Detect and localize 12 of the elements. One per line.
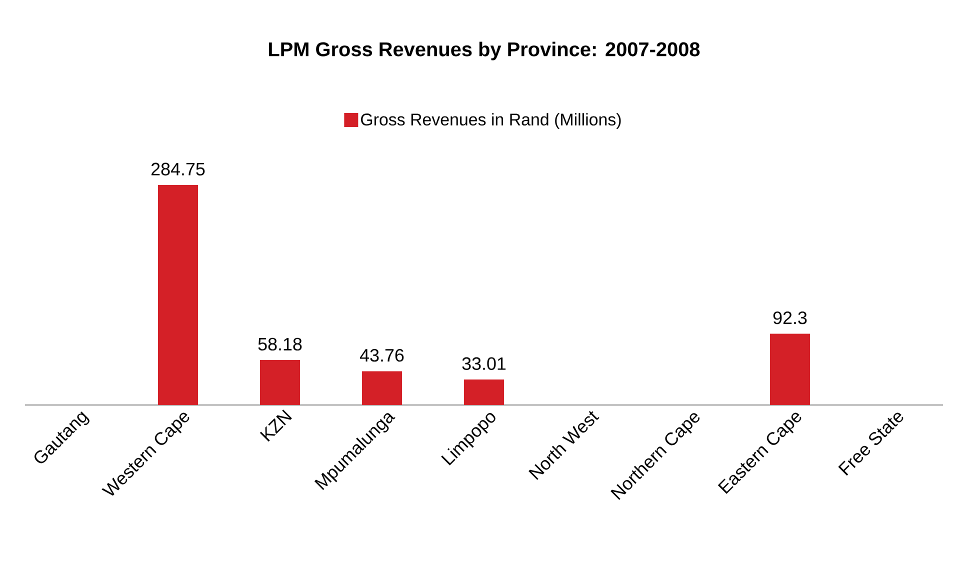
data-label: 92.3 bbox=[773, 311, 807, 324]
data-label: 43.76 bbox=[360, 348, 404, 362]
bar bbox=[158, 185, 198, 405]
data-label: 33.01 bbox=[462, 357, 506, 370]
bar bbox=[362, 371, 402, 405]
data-label: 58.18 bbox=[258, 338, 302, 351]
legend-label: Gross Revenues in Rand (Millions) bbox=[361, 113, 621, 129]
data-label: 284.75 bbox=[151, 162, 205, 176]
bar bbox=[260, 360, 300, 405]
chart-title: LPM Gross Revenues by Province: 2007-2008 bbox=[269, 42, 700, 60]
bar bbox=[464, 379, 504, 405]
bar bbox=[770, 334, 810, 405]
